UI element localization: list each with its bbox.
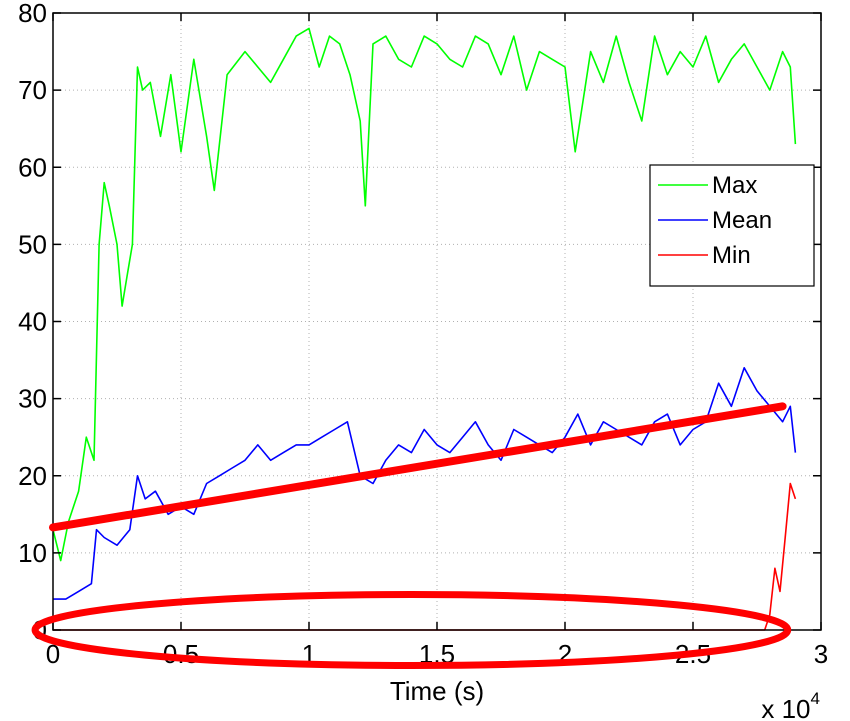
y-tick-label: 40 xyxy=(18,307,47,337)
y-tick-label: 50 xyxy=(18,229,47,259)
y-tick-label: 20 xyxy=(18,461,47,491)
annotations xyxy=(31,402,792,669)
series-line-max xyxy=(52,27,797,562)
x-tick-label: 3 xyxy=(814,639,828,669)
legend-label-max: Max xyxy=(712,172,757,199)
legend-label-min: Min xyxy=(712,242,751,269)
y-tick-label: 70 xyxy=(18,75,47,105)
x-axis-exponent-power: 4 xyxy=(811,689,820,708)
ellipse-annotation xyxy=(31,591,792,669)
series-line-mean xyxy=(53,366,797,600)
legend-label-mean: Mean xyxy=(712,207,772,234)
y-tick-label: 30 xyxy=(18,384,47,414)
x-axis-exponent: x 104 xyxy=(761,689,820,721)
x-axis-exponent-base: x 10 xyxy=(761,694,810,721)
trend-line-annotation xyxy=(49,402,787,532)
y-tick-label: 80 xyxy=(18,0,47,28)
legend: Max Mean Min xyxy=(649,164,815,287)
y-tick-label: 60 xyxy=(18,152,47,182)
y-tick-label: 10 xyxy=(18,538,47,568)
x-tick-label: 0 xyxy=(46,639,60,669)
x-axis-title: Time (s) xyxy=(390,676,484,706)
